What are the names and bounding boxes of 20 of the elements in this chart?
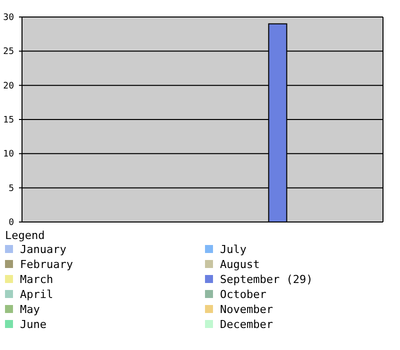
- legend-label: May: [20, 303, 40, 316]
- legend-label: October: [220, 288, 267, 301]
- y-tick-label: 20: [3, 81, 14, 92]
- legend-label: April: [20, 288, 54, 301]
- y-tick-label: 5: [8, 184, 14, 194]
- legend-label: August: [220, 258, 260, 271]
- legend-label: June: [20, 318, 46, 331]
- legend-label: September (29): [220, 273, 313, 286]
- legend-label: July: [220, 243, 247, 256]
- legend-label: February: [20, 258, 74, 271]
- legend-label: December: [220, 318, 274, 331]
- legend-title: Legend: [5, 229, 45, 242]
- legend-label: November: [220, 303, 274, 316]
- legend-label: January: [20, 243, 67, 256]
- y-tick-label: 15: [3, 116, 14, 126]
- y-tick-label: 0: [8, 218, 14, 228]
- y-tick-label: 30: [3, 13, 14, 23]
- y-tick-label: 10: [3, 150, 14, 160]
- y-tick-label: 25: [3, 47, 14, 58]
- legend-label: March: [20, 273, 54, 286]
